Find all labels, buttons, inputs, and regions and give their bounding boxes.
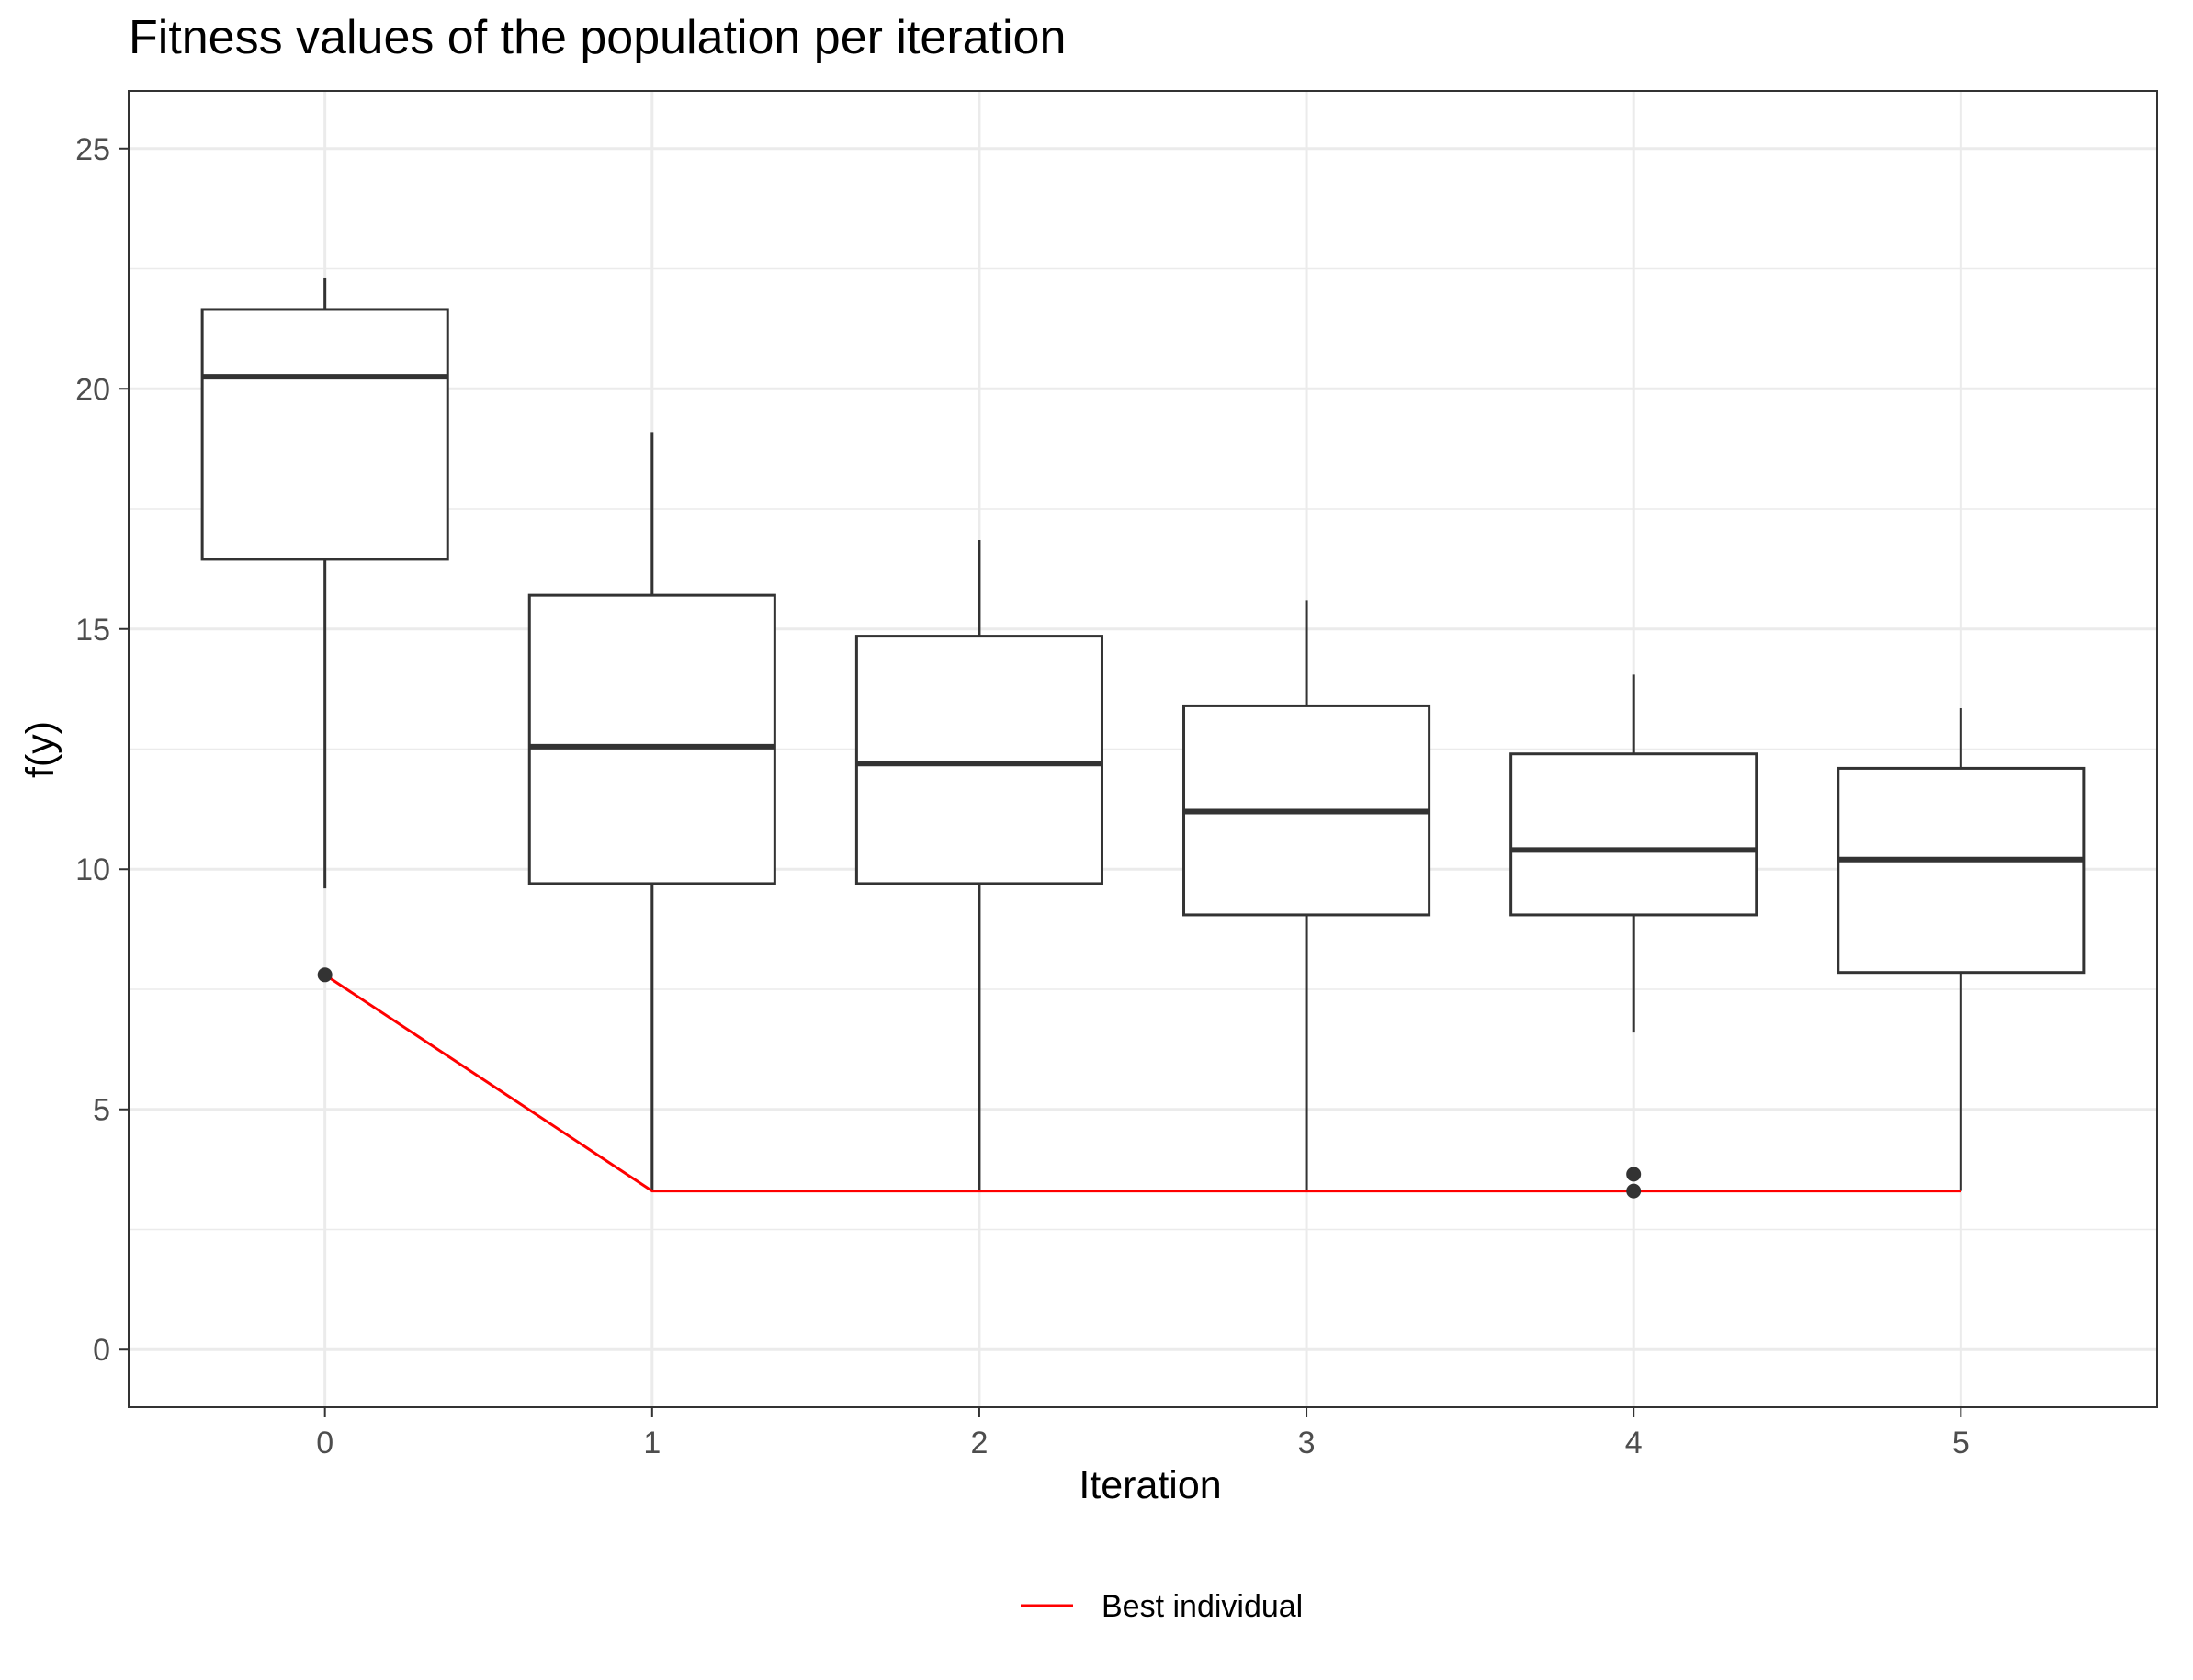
box-iteration-2 bbox=[854, 539, 1103, 1191]
box-iteration-1 bbox=[527, 432, 776, 1191]
x-tick-label: 2 bbox=[970, 1426, 988, 1460]
y-tick-label: 10 bbox=[75, 852, 110, 887]
y-axis-label: f(y) bbox=[18, 721, 62, 778]
box-iqr bbox=[200, 308, 449, 561]
plot-data bbox=[200, 277, 2086, 1199]
y-tick-label: 5 bbox=[93, 1093, 110, 1128]
legend-label-best-individual: Best individual bbox=[1102, 1589, 1303, 1624]
x-tick-label: 3 bbox=[1298, 1426, 1316, 1460]
outlier-point bbox=[317, 967, 333, 983]
x-tick-label: 0 bbox=[316, 1426, 333, 1460]
x-tick-label: 1 bbox=[643, 1426, 661, 1460]
axes: 0 5 10 15 20 25 0 1 2 3 4 5 bbox=[75, 132, 1970, 1460]
outlier-point bbox=[1626, 1167, 1642, 1182]
box-iteration-5 bbox=[1837, 708, 2086, 1191]
box-iqr bbox=[1509, 752, 1758, 917]
outlier-point bbox=[1626, 1183, 1642, 1199]
x-tick-label: 4 bbox=[1625, 1426, 1643, 1460]
box-iteration-0 bbox=[200, 277, 449, 889]
grid bbox=[129, 91, 2157, 1407]
plot-panel-border bbox=[128, 90, 2158, 1408]
series-line-best-individual bbox=[323, 974, 1961, 1193]
box-iqr bbox=[527, 593, 776, 885]
x-tick-label: 5 bbox=[1952, 1426, 1970, 1460]
box-iqr bbox=[854, 635, 1103, 885]
y-tick-label: 20 bbox=[75, 372, 110, 407]
y-tick-label: 0 bbox=[93, 1333, 110, 1368]
x-axis-label: Iteration bbox=[1079, 1463, 1221, 1507]
legend: Best individual bbox=[1021, 1589, 1303, 1624]
chart-title: Fitness values of the population per ite… bbox=[129, 11, 1066, 64]
box-iteration-4 bbox=[1509, 674, 1758, 1033]
y-tick-label: 25 bbox=[75, 132, 110, 167]
y-tick-label: 15 bbox=[75, 613, 110, 648]
box-iteration-3 bbox=[1182, 600, 1431, 1191]
box-iqr bbox=[1837, 766, 2086, 975]
